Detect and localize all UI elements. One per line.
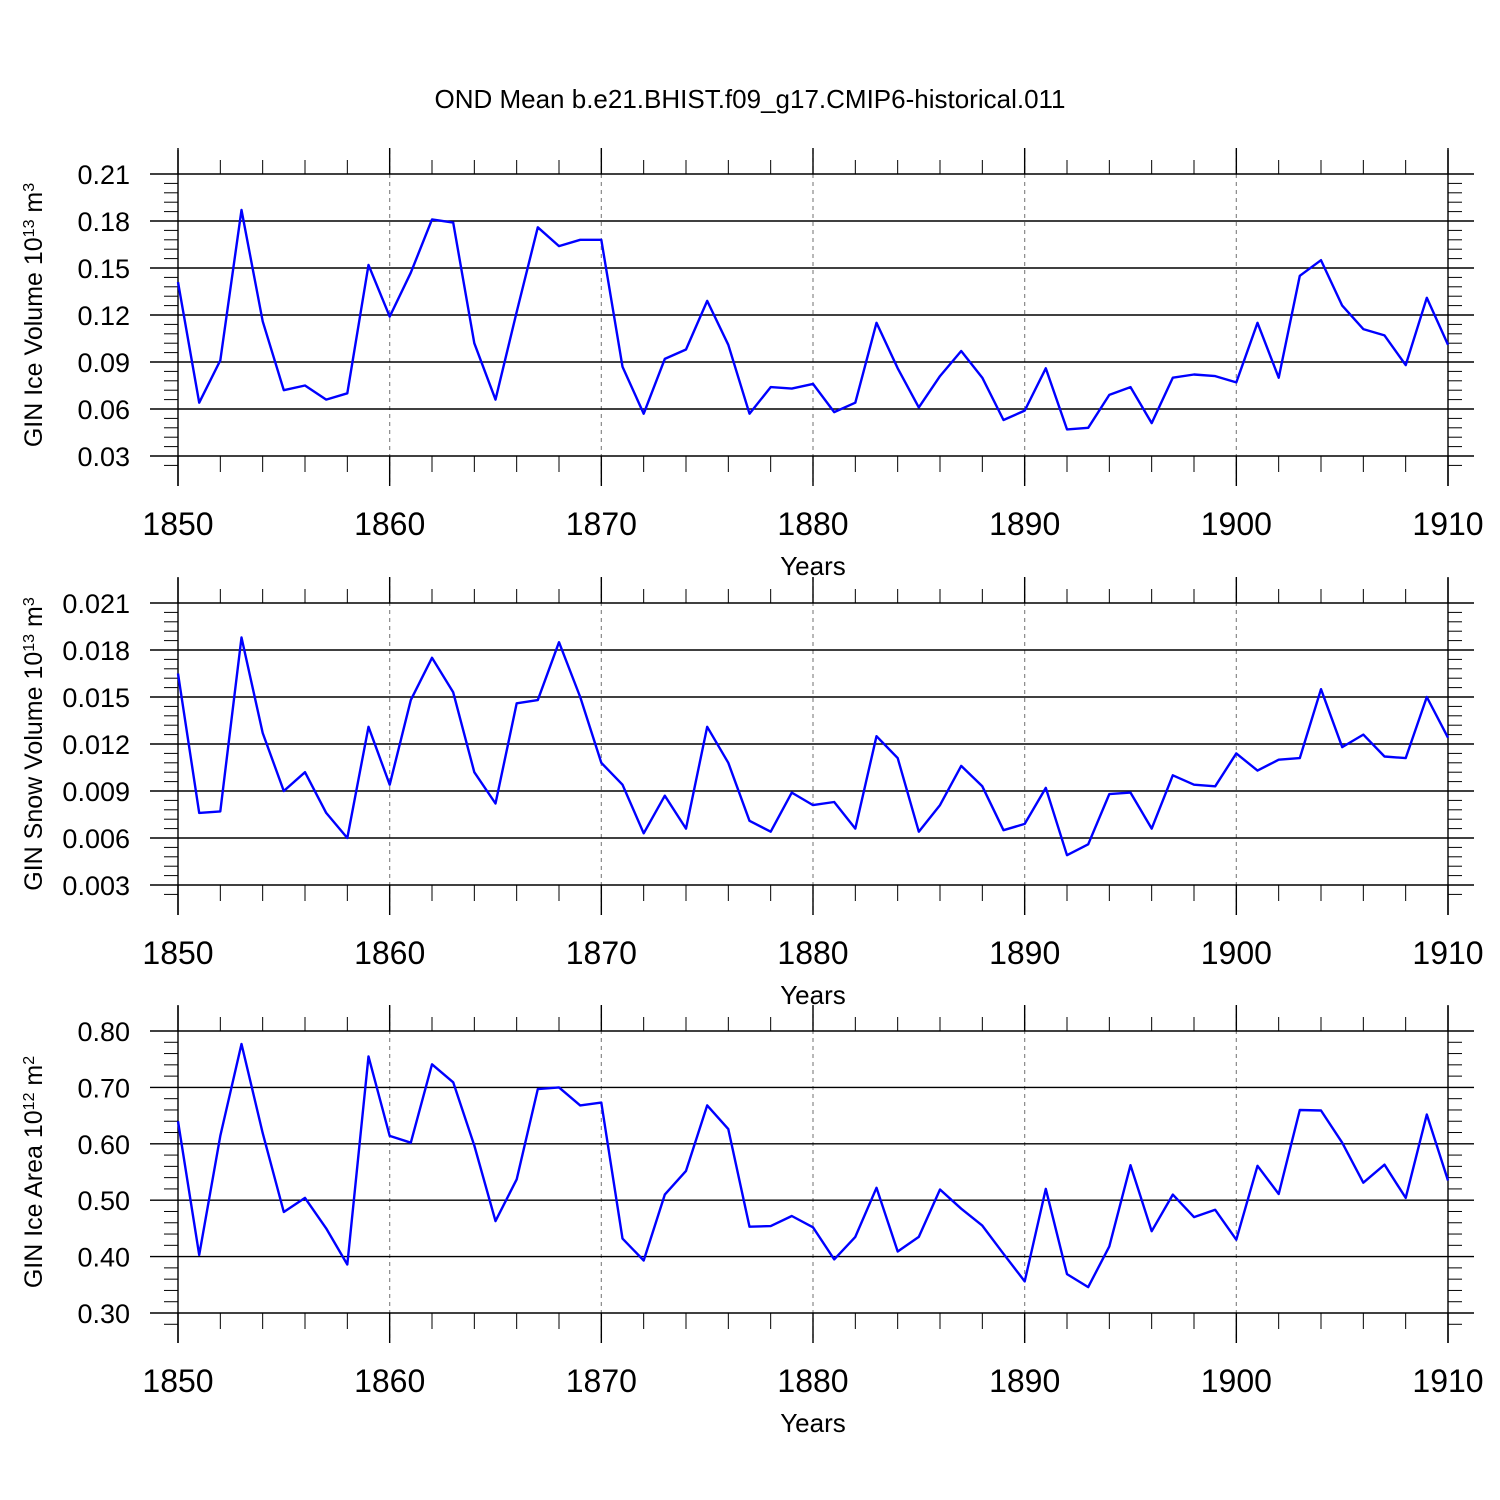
- y-tick-label: 0.012: [62, 730, 130, 760]
- y-tick-label: 0.006: [62, 824, 130, 854]
- x-tick-label: 1860: [354, 935, 425, 971]
- y-axis-label: GIN Ice Volume 1013 m3: [20, 183, 48, 447]
- panel-2: 0.003 0.006 0.009 0.012 0.015 0.018 0.021 1850 1…: [20, 577, 1484, 1010]
- y-tick-label: 0.015: [62, 683, 130, 713]
- y-tick-label: 0.018: [62, 636, 130, 666]
- x-tick-label: 1850: [142, 1363, 213, 1399]
- x-tick-label: 1870: [566, 506, 637, 542]
- x-tick-label: 1910: [1412, 1363, 1483, 1399]
- panel-3: 0.30 0.40 0.50 0.60 0.70 0.80 1850 1860 1870 1880…: [20, 1005, 1484, 1438]
- y-tick-label: 0.09: [77, 348, 130, 378]
- y-tick-label: 0.21: [77, 160, 130, 190]
- y-tick-label: 0.40: [77, 1243, 130, 1273]
- x-tick-label: 1890: [989, 506, 1060, 542]
- x-tick-label: 1910: [1412, 935, 1483, 971]
- y-tick-label: 0.70: [77, 1073, 130, 1103]
- x-tick-label: 1860: [354, 506, 425, 542]
- x-tick-label: 1870: [566, 935, 637, 971]
- y-tick-label: 0.12: [77, 301, 130, 331]
- x-tick-label: 1850: [142, 506, 213, 542]
- series-line: [176, 1042, 1450, 1289]
- x-tick-label: 1880: [777, 1363, 848, 1399]
- x-tick-label: 1870: [566, 1363, 637, 1399]
- x-tick-label: 1850: [142, 935, 213, 971]
- x-tick-label: 1890: [989, 935, 1060, 971]
- y-tick-label: 0.50: [77, 1186, 130, 1216]
- x-tick-label: 1880: [777, 506, 848, 542]
- panel-1: 0.03 0.06 0.09 0.12 0.15 0.18 0.21 1850 1860 1870…: [20, 148, 1484, 581]
- y-tick-label: 0.30: [77, 1299, 130, 1329]
- y-axis-label: GIN Ice Area 1012 m2: [20, 1056, 48, 1288]
- x-tick-label: 1910: [1412, 506, 1483, 542]
- y-tick-label: 0.18: [77, 207, 130, 237]
- x-tick-label: 1880: [777, 935, 848, 971]
- y-axis-label: GIN Snow Volume 1013 m3: [20, 597, 48, 891]
- y-tick-label: 0.06: [77, 395, 130, 425]
- x-axis-label: Years: [780, 1408, 846, 1438]
- y-tick-label: 0.15: [77, 254, 130, 284]
- y-tick-label: 0.80: [77, 1017, 130, 1047]
- x-tick-label: 1900: [1201, 506, 1272, 542]
- chart-title: OND Mean b.e21.BHIST.f09_g17.CMIP6-histo…: [434, 84, 1066, 114]
- x-tick-label: 1890: [989, 1363, 1060, 1399]
- x-axis-label: Years: [780, 551, 846, 581]
- y-tick-label: 0.009: [62, 777, 130, 807]
- x-tick-label: 1860: [354, 1363, 425, 1399]
- x-tick-label: 1900: [1201, 1363, 1272, 1399]
- x-tick-label: 1900: [1201, 935, 1272, 971]
- y-tick-label: 0.003: [62, 871, 130, 901]
- y-tick-label: 0.60: [77, 1130, 130, 1160]
- y-tick-label: 0.021: [62, 589, 130, 619]
- series-line: [176, 208, 1450, 431]
- y-tick-label: 0.03: [77, 442, 130, 472]
